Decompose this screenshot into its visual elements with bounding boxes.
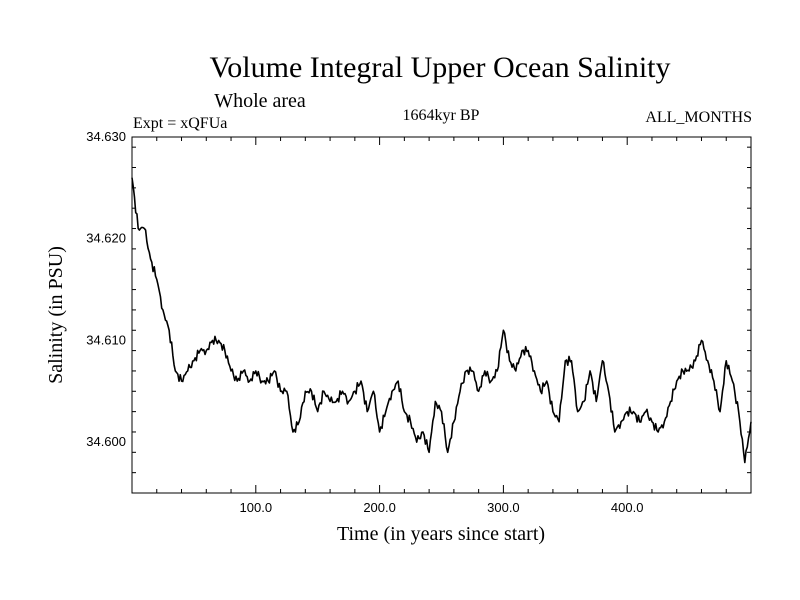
- y-axis-label: Salinity (in PSU): [45, 246, 67, 384]
- series-group: [131, 177, 752, 464]
- x-tick-label: 200.0: [363, 500, 396, 515]
- chart-title: Volume Integral Upper Ocean Salinity: [210, 51, 671, 84]
- x-tick-label: 100.0: [240, 500, 273, 515]
- x-tick-label: 400.0: [611, 500, 644, 515]
- y-tick-label: 34.630: [86, 129, 126, 144]
- y-tick-label: 34.600: [86, 434, 126, 449]
- plot-frame: [131, 136, 752, 494]
- months-label: ALL_MONTHS: [645, 109, 752, 126]
- x-axis-label: Time (in years since start): [337, 523, 545, 545]
- y-tick-label: 34.610: [86, 332, 126, 347]
- y-axis-ticks: 34.600 34.610 34.620 34.630: [86, 129, 751, 474]
- salinity-series-line: [131, 177, 752, 464]
- expt-label: Expt = xQFUa: [133, 115, 227, 132]
- x-axis-ticks: 100.0 200.0 300.0 400.0: [156, 137, 727, 515]
- x-tick-label: 300.0: [487, 500, 520, 515]
- period-label: 1664kyr BP: [403, 107, 480, 124]
- y-tick-label: 34.620: [86, 231, 126, 246]
- chart-subtitle: Whole area: [214, 90, 306, 112]
